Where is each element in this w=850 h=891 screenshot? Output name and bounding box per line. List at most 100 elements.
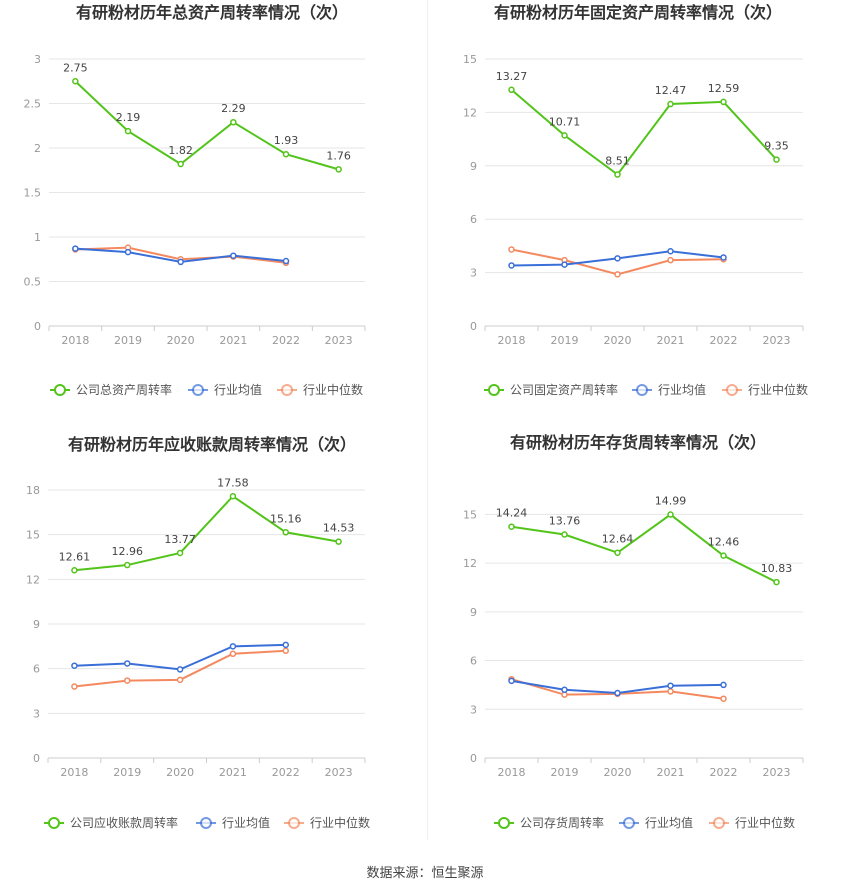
- x-tick-label: 2021: [219, 334, 247, 347]
- data-point[interactable]: [230, 118, 237, 126]
- data-point[interactable]: [176, 666, 184, 673]
- series-line: [74, 643, 286, 671]
- series-line: [74, 494, 339, 572]
- data-point[interactable]: [614, 255, 621, 262]
- data-point[interactable]: [667, 247, 674, 255]
- chart-fixed-asset-turnover: 有研粉材历年固定资产周转率情况（次） 0 3 6 9 12 15 2018 2019 2020 20…: [425, 0, 850, 432]
- data-point[interactable]: [124, 677, 131, 684]
- x-tick-label: 2022: [710, 334, 738, 347]
- data-point[interactable]: [667, 682, 674, 689]
- data-point[interactable]: [229, 493, 237, 500]
- legend-item[interactable]: 公司总资产周转率: [50, 382, 172, 397]
- legend-marker: [200, 817, 212, 829]
- legend-item[interactable]: 公司固定资产周转率: [484, 382, 618, 397]
- data-point[interactable]: [229, 650, 237, 658]
- y-tick-label: 0: [470, 752, 477, 765]
- y-tick-label: 9: [470, 606, 477, 619]
- data-point[interactable]: [508, 86, 515, 94]
- data-point[interactable]: [124, 561, 131, 569]
- data-point[interactable]: [720, 552, 727, 559]
- chart-title: 有研粉材历年存货周转率情况（次）: [510, 433, 766, 452]
- y-tick-label: 3: [470, 267, 477, 280]
- legend-label: 行业中位数: [748, 382, 808, 397]
- data-label: 12.96: [112, 545, 144, 558]
- data-label: 8.51: [605, 155, 630, 168]
- y-tick-label: 15: [463, 508, 477, 521]
- data-point[interactable]: [282, 257, 290, 265]
- legend-item[interactable]: 行业均值: [196, 815, 270, 830]
- x-tick-label: 2023: [325, 334, 353, 347]
- data-point[interactable]: [773, 578, 780, 586]
- data-point[interactable]: [282, 150, 290, 158]
- data-point[interactable]: [124, 248, 132, 256]
- data-point[interactable]: [335, 538, 342, 545]
- legend-item[interactable]: 行业均值: [632, 382, 706, 397]
- y-tick-label: 2: [34, 142, 41, 155]
- data-point[interactable]: [71, 662, 78, 669]
- data-label: 2.29: [221, 102, 246, 115]
- data-point[interactable]: [614, 689, 621, 697]
- legend-marker: [288, 817, 300, 829]
- data-point[interactable]: [282, 647, 289, 655]
- data-point[interactable]: [561, 686, 568, 694]
- data-point[interactable]: [282, 641, 289, 649]
- data-point[interactable]: [614, 549, 621, 556]
- chart-svg: 有研粉材历年总资产周转率情况（次） 0 0.5 1 1.5 2 2.5 3 2018 2019 20…: [24, 3, 366, 397]
- data-point[interactable]: [72, 245, 79, 252]
- data-point[interactable]: [614, 171, 621, 178]
- data-point[interactable]: [508, 677, 515, 685]
- data-point[interactable]: [720, 681, 727, 689]
- legend-item[interactable]: 行业中位数: [277, 382, 363, 397]
- data-point[interactable]: [229, 643, 237, 650]
- chart-receivable-turnover: 有研粉材历年应收账款周转率情况（次） 0 3 6 9 12 15 18 2018 2019 2020…: [0, 432, 425, 864]
- legend-label: 公司总资产周转率: [76, 382, 172, 397]
- data-point[interactable]: [614, 271, 621, 278]
- data-point[interactable]: [773, 156, 780, 163]
- legend-label: 行业均值: [645, 815, 693, 830]
- y-tick-label: 15: [26, 529, 40, 542]
- data-point[interactable]: [177, 160, 184, 168]
- legend-marker: [713, 817, 725, 829]
- data-point[interactable]: [508, 246, 515, 253]
- data-point[interactable]: [71, 567, 78, 574]
- legend-item[interactable]: 行业中位数: [284, 815, 370, 830]
- data-point[interactable]: [508, 262, 515, 269]
- legend-item[interactable]: 行业均值: [188, 382, 262, 397]
- y-tick-label: 3: [33, 707, 40, 720]
- data-point[interactable]: [720, 695, 727, 702]
- data-point[interactable]: [230, 252, 237, 259]
- data-point[interactable]: [335, 166, 342, 173]
- data-point[interactable]: [561, 531, 568, 538]
- data-point[interactable]: [508, 523, 515, 530]
- legend-item[interactable]: 行业均值: [619, 815, 693, 830]
- data-point[interactable]: [720, 98, 727, 106]
- x-tick-label: 2021: [219, 766, 247, 779]
- data-point[interactable]: [667, 256, 674, 264]
- legend-label: 行业均值: [214, 382, 262, 397]
- series-line: [510, 89, 778, 176]
- legend-marker: [48, 817, 60, 829]
- legend-item[interactable]: 公司应收账款周转率: [44, 815, 178, 830]
- data-point[interactable]: [176, 549, 184, 557]
- data-point[interactable]: [720, 254, 727, 261]
- data-point[interactable]: [176, 676, 184, 684]
- data-point[interactable]: [72, 78, 79, 85]
- y-tick-label: 12: [463, 557, 477, 570]
- data-point[interactable]: [561, 132, 568, 139]
- data-point[interactable]: [282, 529, 289, 536]
- y-tick-label: 18: [26, 484, 40, 497]
- data-point[interactable]: [561, 261, 568, 268]
- legend-item[interactable]: 行业中位数: [722, 382, 808, 397]
- data-label: 10.71: [549, 115, 581, 128]
- legend-item[interactable]: 公司存货周转率: [494, 815, 604, 830]
- data-point[interactable]: [177, 258, 184, 266]
- data-point[interactable]: [71, 683, 78, 690]
- legend-item[interactable]: 行业中位数: [709, 815, 795, 830]
- legend-label: 行业均值: [222, 815, 270, 830]
- chart-inventory-turnover: 有研粉材历年存货周转率情况（次） 0 3 6 9 12 15 2018 2019 2020 2021…: [425, 432, 850, 864]
- data-point[interactable]: [667, 688, 674, 695]
- data-point[interactable]: [667, 100, 674, 108]
- data-point[interactable]: [124, 127, 132, 135]
- data-point[interactable]: [124, 660, 131, 667]
- data-point[interactable]: [667, 511, 674, 518]
